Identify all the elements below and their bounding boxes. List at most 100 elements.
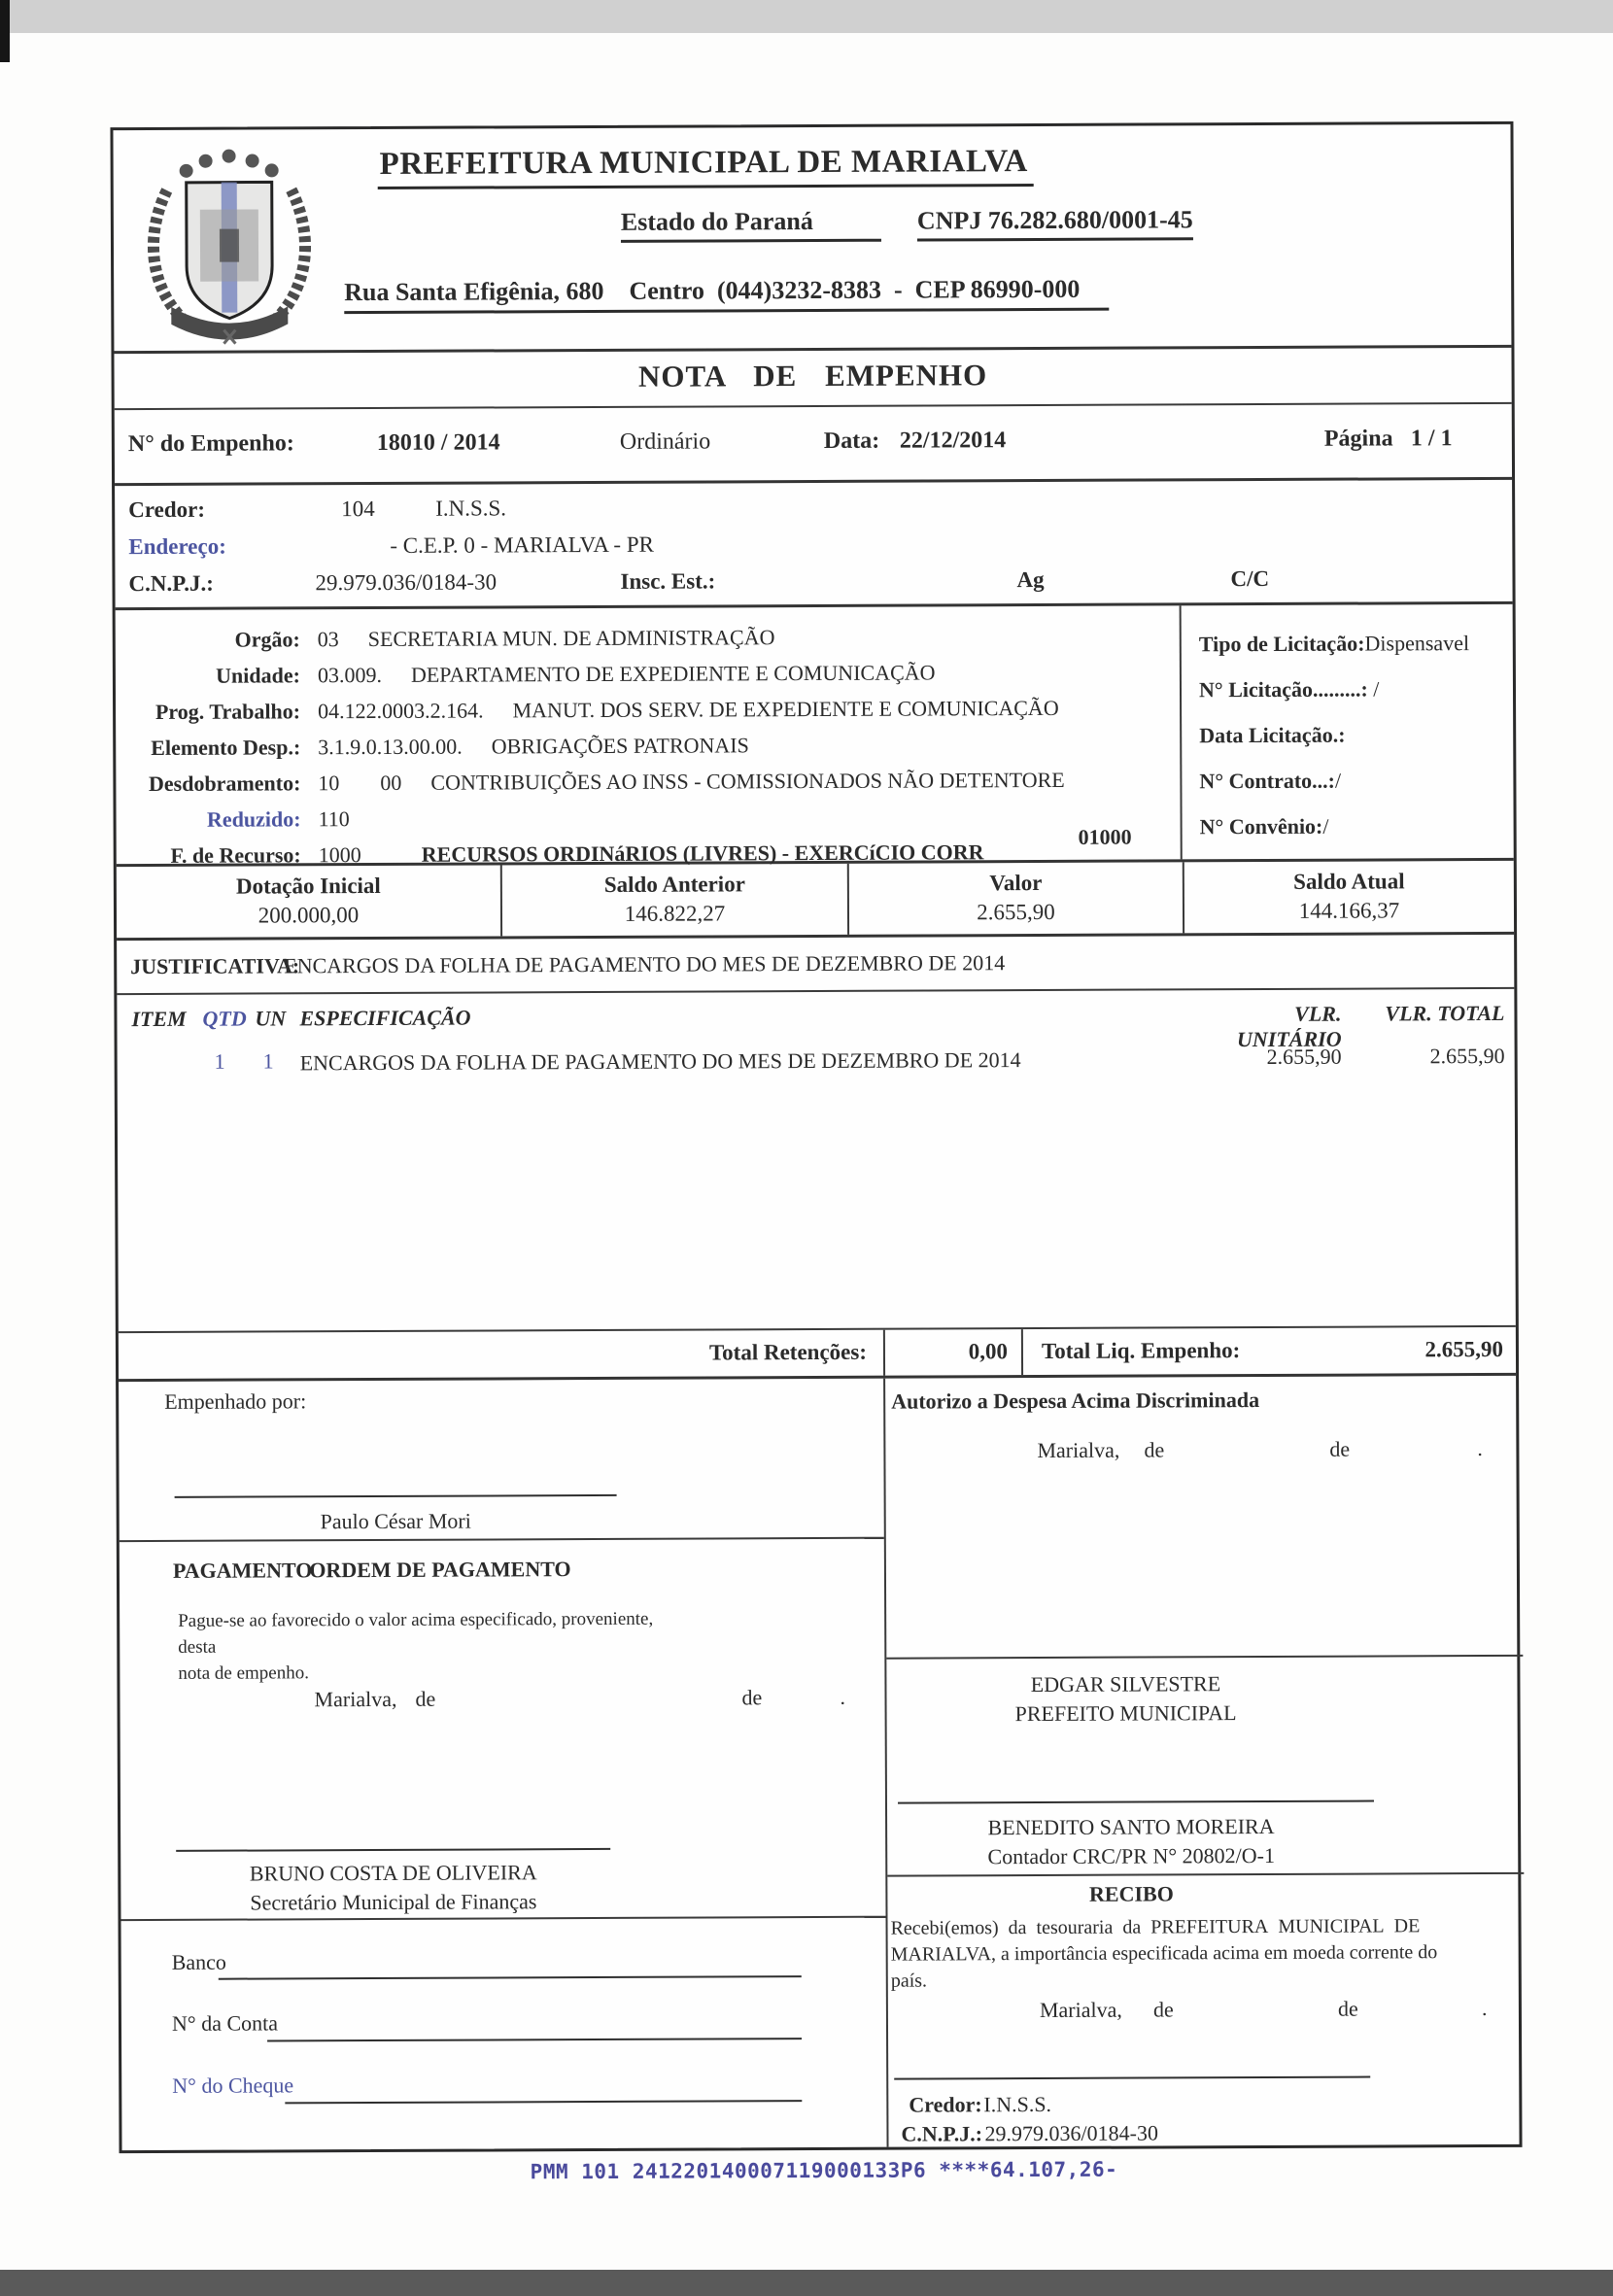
entity-cnpj: CNPJ 76.282.680/0001-45 — [916, 205, 1193, 242]
budget-classification-block: Orgão: 03 SECRETARIA MUN. DE ADMINISTRAÇ… — [115, 603, 1520, 868]
saldo-atual-cell: Saldo Atual 144.166,37 — [1182, 860, 1515, 934]
scan-artifact-top-band — [0, 0, 1613, 33]
dotacao-inicial-value: 200.000,00 — [257, 903, 360, 928]
col-header-vlr-total: VLR. TOTAL — [1385, 1000, 1505, 1026]
desdobramento-code: 10 — [318, 771, 340, 796]
empenho-number-value: 18010 / 2014 — [376, 429, 500, 456]
total-liq-empenho-label: Total Liq. Empenho: — [1041, 1338, 1241, 1363]
budget-row-elemento: Elemento Desp.: 3.1.9.0.13.00.00. OBRIGA… — [116, 725, 1180, 766]
budget-row-desdobramento: Desdobramento: 10 00 CONTRIBUIÇÕES AO IN… — [116, 761, 1180, 802]
contrato-label: N° Contrato...: — [1199, 768, 1336, 794]
recibo-text-line2: MARIALVA, a importância especificada aci… — [890, 1941, 1438, 1966]
financas-signer-title: Secretário Municipal de Finanças — [250, 1889, 537, 1915]
recibo-credor-label: Credor: — [909, 2092, 982, 2117]
right-divider-1 — [886, 1654, 1524, 1660]
prog-trabalho-code: 04.122.0003.2.164. — [318, 698, 484, 724]
city-date-de2-2: de — [1329, 1436, 1351, 1461]
scan-artifact-bottom-band — [0, 2270, 1613, 2296]
banco-fill-line — [218, 1975, 802, 1980]
saldo-anterior-label: Saldo Anterior — [603, 872, 745, 897]
prefeito-title: PREFEITO MUNICIPAL — [1014, 1700, 1237, 1727]
retention-totals-row: Total Retenções: 0,00 Total Liq. Empenho… — [118, 1326, 1517, 1383]
dotacao-inicial-label: Dotação Inicial — [235, 873, 381, 899]
saldo-anterior-value: 146.822,27 — [624, 901, 726, 926]
col-header-especificacao: ESPECIFICAÇÃO — [299, 1005, 471, 1031]
municipal-coat-of-arms-logo — [147, 149, 312, 345]
elemento-label: Elemento Desp.: — [151, 735, 301, 760]
nota-de-empenho-form: PREFEITURA MUNICIPAL DE MARIALVA Estado … — [110, 120, 1525, 2183]
autorizo-title: Autorizo a Despesa Acima Discriminada — [891, 1388, 1260, 1414]
city-date-dot-2: . — [1477, 1436, 1483, 1461]
prog-trabalho-label: Prog. Trabalho: — [154, 699, 301, 724]
empenhado-signer-name: Paulo César Mori — [320, 1508, 471, 1534]
licitacao-num-value: / — [1373, 676, 1380, 702]
city-date-dot-3: . — [1481, 1995, 1488, 2021]
creditor-cnpj-label: C.N.P.J.: — [128, 570, 214, 597]
dot-matrix-stamp: PMM 101 241220140007119000133P6 ****64.1… — [530, 2157, 1118, 2184]
budget-rows: Orgão: 03 SECRETARIA MUN. DE ADMINISTRAÇ… — [116, 605, 1181, 868]
total-retencoes-label: Total Retenções: — [708, 1339, 868, 1365]
signature-line-empenhado — [174, 1493, 617, 1498]
item-vlr-unitario: 2.655,90 — [1266, 1044, 1342, 1069]
budget-row-reduzido: Reduzido: 110 — [116, 797, 1180, 838]
state-registration-label: Insc. Est.: — [620, 568, 716, 594]
justification-text: ENCARGOS DA FOLHA DE PAGAMENTO DO MES DE… — [284, 950, 1006, 978]
retencoes-divider-1 — [882, 1329, 886, 1376]
reduzido-label: Reduzido: — [206, 806, 301, 832]
creditor-cnpj-value: 29.979.036/0184-30 — [315, 569, 498, 596]
item-qtd: 1 — [262, 1048, 274, 1074]
balance-totals-row: Dotação Inicial 200.000,00 Saldo Anterio… — [116, 860, 1515, 942]
empenho-number-row: N° do Empenho: 18010 / 2014 Ordinário Da… — [114, 403, 1513, 487]
saldo-atual-label: Saldo Atual — [1293, 869, 1405, 894]
recibo-text-line1: Recebi(emos) da tesouraria da PREFEITURA… — [890, 1915, 1421, 1939]
item-vlr-total: 2.655,90 — [1429, 1043, 1505, 1069]
signature-line-contador — [897, 1799, 1374, 1804]
unidade-label: Unidade: — [216, 663, 300, 688]
ordem-pagamento-text-line1: Pague-se ao favorecido o valor acima esp… — [178, 1608, 654, 1658]
saldo-anterior-cell: Saldo Anterior 146.822,27 — [499, 863, 848, 937]
elemento-code: 3.1.9.0.13.00.00. — [318, 734, 463, 760]
cheque-label: N° do Cheque — [172, 2073, 294, 2098]
city-date-de2-3: de — [1337, 1996, 1358, 2021]
creditor-code: 104 — [341, 496, 375, 522]
state-label: Estado do Paraná — [620, 206, 881, 243]
entity-address: Rua Santa Efigênia, 680 Centro (044)3232… — [344, 274, 1110, 315]
page-number-label: Página — [1323, 426, 1393, 452]
convenio-row: N° Convênio:/ — [1200, 803, 1520, 849]
ordem-pagamento-title: ORDEM DE PAGAMENTO — [309, 1557, 571, 1583]
contador-title: Contador CRC/PR N° 20802/O-1 — [987, 1842, 1276, 1869]
justification-label: JUSTIFICATIVA: — [130, 953, 300, 979]
cheque-fill-line — [285, 2100, 803, 2105]
budget-row-prog-trabalho: Prog. Trabalho: 04.122.0003.2.164. MANUT… — [116, 689, 1180, 730]
scan-artifact-corner — [0, 0, 10, 62]
city-date-de1-1: de — [415, 1686, 436, 1711]
col-header-un: UN — [255, 1006, 287, 1031]
item-especificacao: ENCARGOS DA FOLHA DE PAGAMENTO DO MES DE… — [299, 1047, 1021, 1076]
recibo-title: RECIBO — [1088, 1881, 1174, 1906]
licitacao-data-row: Data Licitação.: — [1199, 711, 1519, 758]
col-header-qtd: QTD — [202, 1006, 247, 1031]
prog-trabalho-desc: MANUT. DOS SERV. DE EXPEDIENTE E COMUNIC… — [512, 695, 1059, 723]
valor-value: 2.655,90 — [977, 899, 1055, 925]
ordem-pagamento-text-line2: nota de empenho. — [178, 1662, 309, 1684]
creditor-label: Credor: — [128, 497, 206, 523]
valor-cell: Valor 2.655,90 — [846, 862, 1184, 935]
desdobramento-desc: CONTRIBUIÇÕES AO INSS - COMISSIONADOS NÃ… — [430, 767, 1065, 795]
licitacao-num-row: N° Licitação.........: / — [1199, 666, 1519, 712]
recibo-signature-line — [894, 2075, 1371, 2080]
creditor-address-label: Endereço: — [128, 533, 226, 560]
total-retencoes-value: 0,00 — [968, 1339, 1009, 1364]
creditor-block: Credor: 104 I.N.S.S. Endereço: - C.E.P. … — [115, 479, 1513, 611]
retencoes-divider-2 — [1020, 1329, 1024, 1376]
licitacao-tipo-row: Tipo de Licitação:Dispensavel — [1199, 620, 1519, 667]
recibo-cnpj-value: 29.979.036/0184-30 — [984, 2120, 1158, 2146]
signature-grid: Empenhado por: Paulo César Mori PAGAMENT… — [119, 1376, 1525, 2150]
document-title-band: NOTA DE EMPENHO — [114, 347, 1512, 411]
document-title: NOTA DE EMPENHO — [637, 358, 988, 394]
convenio-label: N° Convênio: — [1199, 813, 1323, 840]
conta-fill-line — [267, 2038, 803, 2042]
licitacao-box: Tipo de Licitação:Dispensavel N° Licitaç… — [1179, 603, 1520, 860]
elemento-desc: OBRIGAÇÕES PATRONAIS — [491, 733, 749, 759]
contador-name: BENEDITO SANTO MOREIRA — [987, 1813, 1275, 1840]
account-label: C/C — [1230, 565, 1270, 592]
